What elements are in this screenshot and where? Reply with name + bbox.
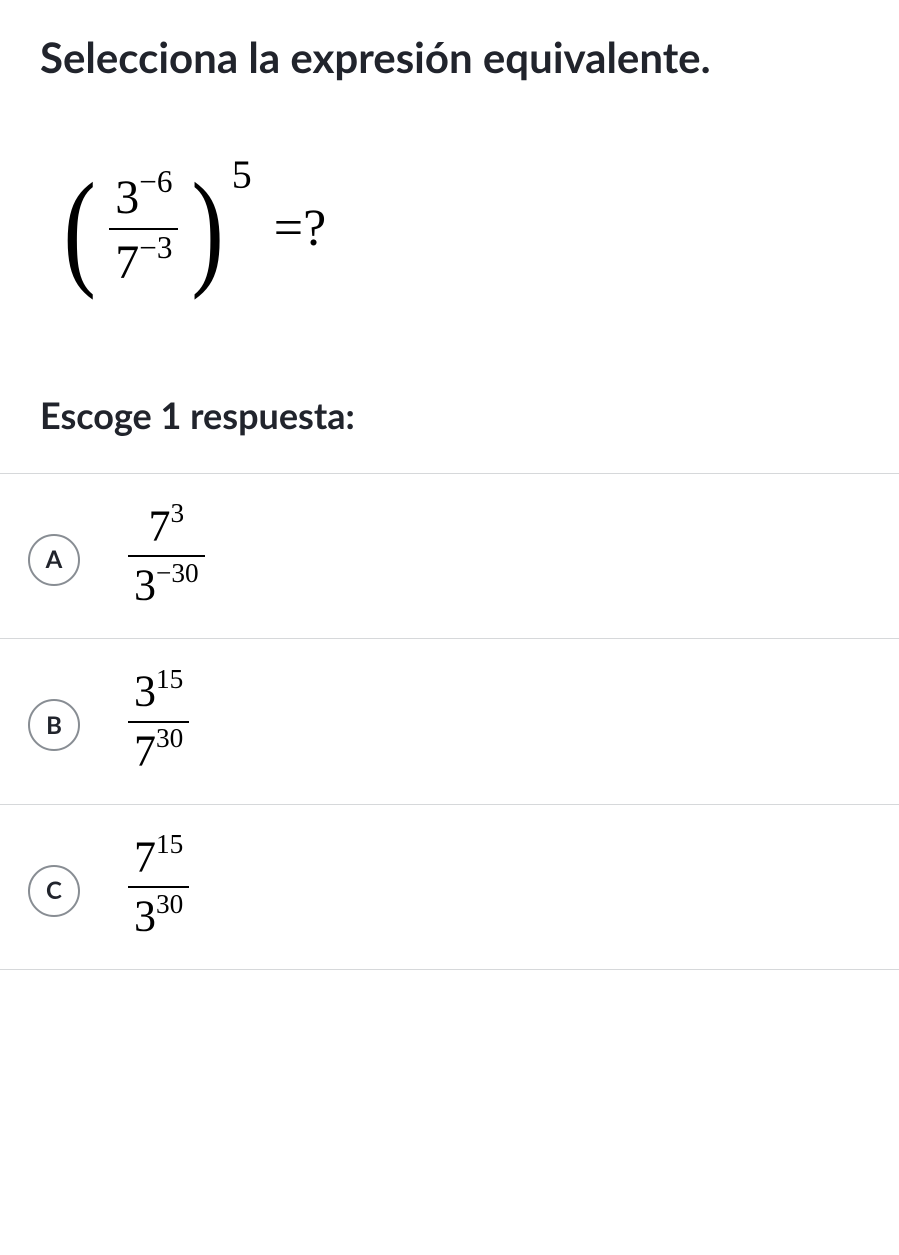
choice-c-num: 715 (126, 829, 191, 886)
den-base: 7 (115, 236, 139, 289)
choice-c-fraction: 715 330 (126, 829, 191, 946)
den-exp: −3 (139, 230, 172, 265)
choice-c-den: 330 (126, 888, 191, 945)
num-base: 3 (115, 171, 139, 224)
choice-c[interactable]: C 715 330 (0, 804, 899, 971)
instructions-text: Escoge 1 respuesta: (40, 393, 859, 437)
choice-a-fraction: 73 3−30 (126, 498, 207, 615)
choice-a[interactable]: A 73 3−30 (0, 473, 899, 639)
main-numerator: 3−6 (107, 165, 180, 228)
question-container: Selecciona la expresión equivalente. ( 3… (0, 0, 899, 970)
choice-a-den: 3−30 (126, 557, 207, 614)
choice-letter-b: B (28, 699, 80, 751)
main-expression: ( 3−6 7−3 ) 5 =? (58, 165, 859, 293)
choice-b-fraction: 315 730 (126, 663, 191, 780)
question-title: Selecciona la expresión equivalente. (40, 30, 859, 85)
choice-a-expression: 73 3−30 (120, 498, 213, 615)
left-paren: ( (63, 174, 95, 285)
main-fraction: 3−6 7−3 (107, 165, 180, 293)
outer-exponent: 5 (232, 151, 252, 198)
choices-list: A 73 3−30 B 315 (0, 473, 899, 971)
right-paren: ) (192, 174, 224, 285)
choice-a-num: 73 (141, 498, 193, 555)
equals-question: =? (274, 199, 326, 258)
num-exp: −6 (139, 164, 172, 199)
main-denominator: 7−3 (107, 230, 180, 293)
choice-c-expression: 715 330 (120, 829, 197, 946)
choice-letter-c: C (28, 865, 80, 917)
choice-b-den: 730 (126, 723, 191, 780)
choice-b[interactable]: B 315 730 (0, 638, 899, 804)
choice-b-expression: 315 730 (120, 663, 197, 780)
paren-group: ( 3−6 7−3 ) (58, 165, 230, 293)
choice-letter-a: A (28, 534, 80, 586)
choice-b-num: 315 (126, 663, 191, 720)
